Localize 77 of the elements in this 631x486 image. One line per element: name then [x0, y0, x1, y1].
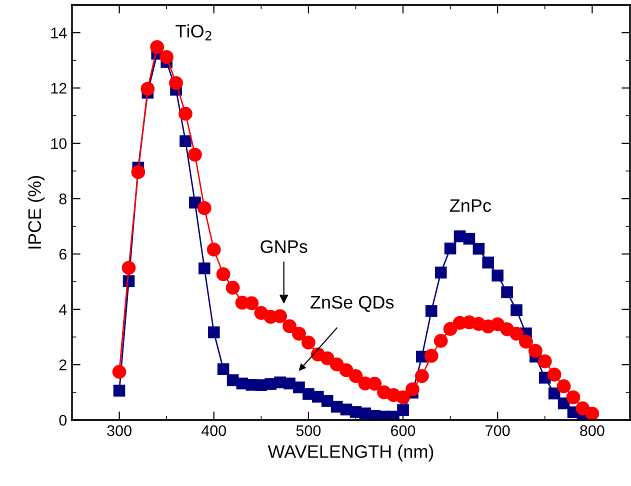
- point: [293, 381, 305, 394]
- x-tick-label: 400: [201, 425, 226, 436]
- x-tick-label: 800: [580, 425, 604, 436]
- point: [197, 201, 212, 216]
- point: [330, 357, 344, 372]
- point: [321, 395, 334, 407]
- point: [198, 262, 210, 274]
- point: [216, 267, 230, 282]
- point: [519, 334, 533, 349]
- point: [217, 363, 230, 375]
- point: [273, 309, 288, 324]
- point: [397, 404, 409, 416]
- point: [282, 319, 296, 334]
- y-tick-label: 4: [58, 304, 67, 315]
- point: [292, 326, 306, 341]
- annotation: ZnSe QDs: [310, 296, 394, 312]
- annotation: GNPs: [260, 240, 308, 253]
- point: [501, 286, 513, 298]
- x-tick-label: 500: [296, 425, 321, 436]
- annotation: ZnPc: [450, 199, 492, 212]
- point: [169, 76, 183, 90]
- point: [188, 148, 202, 162]
- point: [585, 406, 600, 420]
- point: [226, 280, 240, 295]
- point: [406, 382, 420, 396]
- point: [301, 336, 316, 350]
- point: [547, 368, 562, 382]
- point: [424, 348, 438, 363]
- y-tick-label: 10: [51, 138, 67, 150]
- point: [443, 322, 458, 336]
- point: [510, 326, 524, 341]
- point: [284, 378, 296, 390]
- point: [434, 334, 448, 348]
- y-tick-label: 14: [51, 28, 67, 38]
- point: [528, 344, 542, 358]
- point: [178, 106, 192, 121]
- point: [566, 390, 580, 404]
- point: [482, 256, 494, 268]
- point: [368, 376, 382, 391]
- point: [492, 270, 504, 282]
- point: [556, 379, 571, 394]
- y-tick-label: 0: [59, 414, 67, 426]
- point: [189, 196, 201, 208]
- point: [463, 232, 476, 245]
- point: [425, 305, 438, 317]
- point: [112, 364, 126, 379]
- y-axis-title: IPCE (%): [28, 176, 45, 248]
- point: [434, 266, 447, 278]
- point: [160, 50, 174, 64]
- x-tick-label: 700: [486, 425, 510, 436]
- point: [348, 369, 363, 383]
- point: [510, 304, 522, 316]
- point: [208, 326, 220, 338]
- y-tick-label: 6: [59, 248, 66, 260]
- point: [180, 135, 192, 148]
- point: [131, 165, 146, 180]
- x-tick-label: 300: [107, 425, 132, 436]
- point: [396, 390, 410, 404]
- point: [444, 242, 456, 254]
- point: [113, 384, 126, 397]
- point: [244, 296, 259, 310]
- point: [548, 388, 560, 400]
- point: [140, 82, 155, 96]
- point: [472, 242, 485, 255]
- point: [122, 260, 136, 275]
- point: [339, 363, 354, 378]
- point: [320, 351, 334, 366]
- y-tick-label: 12: [51, 82, 66, 94]
- y-tick-label: 2: [59, 360, 66, 370]
- x-tick-label: 600: [391, 425, 416, 436]
- point: [538, 354, 552, 368]
- point: [414, 369, 429, 383]
- x-axis-title: WAVELENGTH (nm): [268, 444, 434, 462]
- point: [206, 242, 221, 257]
- y-tick-label: 8: [59, 194, 66, 204]
- annotation: TiO$_{2}$: [176, 24, 212, 40]
- point: [150, 40, 164, 54]
